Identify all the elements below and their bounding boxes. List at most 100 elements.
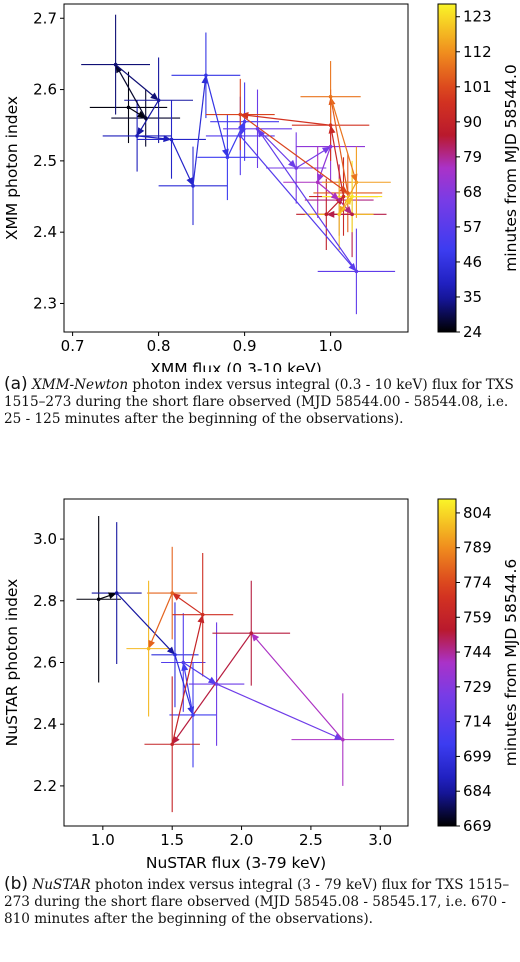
xmm-data-point [191,184,195,188]
xmm-x-tick-label: 1.0 [319,337,343,355]
xmm-data-point [341,194,346,199]
xmm-colorbar-tick-label: 90 [463,113,482,131]
xmm-arrow-line [115,64,147,119]
xmm-arrow-head [163,135,172,143]
xmm-arrow-head [317,173,324,183]
xmm-data-point [255,126,260,131]
xmm-y-tick-label: 2.7 [33,9,57,27]
xmm-data-point [354,180,359,185]
xmm-colorbar-tick-label: 112 [463,43,492,61]
nustar-plot-area [76,515,395,813]
nustar-colorbar-tick-label: 729 [463,678,492,696]
xmm-chart: 0.7 0.8 0.9 1.0 2.3 2.4 2.5 2.6 2.7 XMM flux (0.3… [3,3,520,399]
xmm-arrow-head [344,196,353,206]
nustar-y-tick-label: 2.2 [33,777,57,795]
nustar-colorbar-tick-label: 699 [463,747,492,765]
xmm-arrow-head [137,110,146,119]
xmm-data-point [143,116,148,120]
xmm-data-point [135,134,139,138]
nustar-colorbar [437,498,457,827]
xmm-data-point [126,105,131,110]
nustar-data-point [170,742,174,747]
nustar-x-tick-label: 3.0 [368,831,392,849]
xmm-x-tick-label: 0.7 [61,337,85,355]
xmm-arrow-head [344,206,353,215]
caption-b: (b) NuSTAR photon index versus integral … [4,876,516,928]
nustar-x-axis-label: NuSTAR flux (3-79 keV) [146,854,326,872]
xmm-colorbar-tick-label: 68 [463,183,482,201]
xmm-arrow-head [137,127,145,136]
nustar-arrow-head [166,646,175,655]
nustar-y-tick-label: 2.8 [33,592,57,610]
nustar-data-point [214,682,219,686]
nustar-x-tick-label: 1.5 [160,831,184,849]
nustar-colorbar-tick-label: 759 [463,608,492,626]
xmm-x-tick-label: 0.9 [233,337,257,355]
nustar-x-tick-label: 2.5 [299,831,323,849]
nustar-arrow-head [172,593,181,601]
xmm-figure: 0.7 0.8 0.9 1.0 2.3 2.4 2.5 2.6 2.7 XMM flux (0.3… [0,0,520,399]
xmm-data-point [328,144,333,149]
xmm-data-point [156,98,161,103]
caption-b-label: (b) [4,874,29,894]
xmm-arrow-line [192,75,207,186]
xmm-arrow-head [201,75,209,84]
xmm-arrow-head [150,92,159,101]
xmm-arrow-head [221,148,229,158]
nustar-data-point [173,652,177,657]
nustar-data-point [146,646,151,651]
nustar-data-point [170,591,174,595]
nustar-y-tick-label: 2.4 [33,715,57,733]
xmm-arrow-line [205,75,228,158]
caption-a-label: (a) [4,374,28,394]
caption-a-italic: XMM-Newton [32,377,129,393]
xmm-data-point [337,212,342,217]
xmm-arrow-line [330,125,345,197]
xmm-data-point [337,198,342,202]
xmm-arrow-head [239,127,246,136]
xmm-data-point [324,212,329,217]
xmm-data-point [238,112,243,117]
xmm-y-tick-label: 2.6 [33,81,57,99]
nustar-colorbar-tick-label: 804 [463,504,492,522]
xmm-data-point [225,155,230,160]
xmm-arrow-line [330,96,357,183]
xmm-y-axis-label: XMM photon index [3,96,21,240]
xmm-arrow-head [328,125,336,134]
xmm-arrow-line [239,135,357,272]
xmm-colorbar-tick-label: 24 [463,323,482,341]
nustar-colorbar-tick-label: 744 [463,643,492,661]
nustar-arrow-line [171,632,252,745]
xmm-arrow-line [257,128,297,169]
xmm-plot-area [81,14,396,315]
nustar-y-axis-label: NuSTAR photon index [3,579,21,747]
nustar-arrow-head [334,733,343,740]
xmm-colorbar-tick-label: 123 [463,8,492,26]
nustar-data-point [249,631,254,635]
xmm-arrow-head [339,185,348,193]
xmm-data-point [346,191,350,195]
nustar-arrow-line [250,632,344,741]
xmm-data-point [242,119,247,124]
nustar-y-tick-label: 2.6 [33,654,57,672]
xmm-data-point [238,134,243,138]
nustar-arrow-line [171,614,204,745]
xmm-arrow-line [257,128,357,272]
xmm-data-point [350,194,354,199]
nustar-arrow-head [148,639,155,649]
nustar-data-point [341,737,345,742]
nustar-arrow-line [116,592,176,656]
caption-a: (a) XMM-Newton photon index versus integ… [4,376,516,428]
nustar-x-tick-label: 2.0 [230,831,254,849]
caption-b-italic: NuSTAR [32,877,91,893]
xmm-arrow-line [170,139,194,187]
xmm-data-point [204,73,208,78]
nustar-data-point [96,597,101,602]
xmm-data-point [315,180,320,185]
xmm-data-point [328,94,333,99]
xmm-arrow-line [330,96,349,194]
xmm-data-point [350,212,354,217]
xmm-colorbar-tick-label: 79 [463,148,482,166]
nustar-arrow-line [216,683,344,741]
nustar-arrow-head [207,676,217,685]
